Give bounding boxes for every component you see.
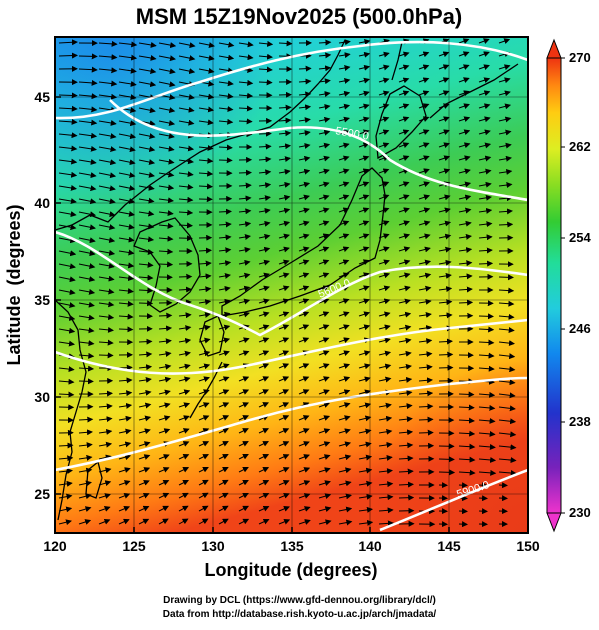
colorbar-tick-labels: 270 262 254 246 238 230 xyxy=(569,50,591,520)
colorbar-body xyxy=(547,58,561,513)
y-tick-label: 25 xyxy=(34,486,50,502)
colorbar-tick-label: 230 xyxy=(569,505,591,520)
y-tick-label: 30 xyxy=(34,389,50,405)
wind-arrow xyxy=(479,498,487,499)
colorbar-tick-label: 262 xyxy=(569,139,591,154)
plot-area: 5500.0 5600.0 5900.0 xyxy=(55,37,528,533)
wind-arrow xyxy=(119,329,132,330)
x-axis-label: Longitude (degrees) xyxy=(204,560,377,580)
wind-arrow xyxy=(139,341,152,342)
wind-arrow xyxy=(199,250,211,251)
wind-arrow xyxy=(59,95,77,96)
y-tick-labels: 25 30 35 40 45 xyxy=(34,89,50,502)
wind-arrow xyxy=(79,381,93,382)
wind-arrow xyxy=(459,302,472,303)
wind-arrow xyxy=(239,173,251,174)
x-tick-label: 145 xyxy=(437,538,461,554)
wind-arrow xyxy=(99,355,113,356)
wind-arrow xyxy=(119,367,132,368)
wind-arrow xyxy=(459,407,474,408)
x-tick-label: 140 xyxy=(358,538,382,554)
wind-arrow xyxy=(299,68,311,69)
wind-arrow xyxy=(99,393,112,394)
credit-drawing: Drawing by DCL (https://www.gfd-dennou.o… xyxy=(0,595,599,606)
wind-arrow xyxy=(499,485,507,486)
wind-arrow xyxy=(399,484,413,485)
wind-arrow xyxy=(239,121,252,122)
wind-arrow xyxy=(259,82,272,83)
map-title: MSM 15Z19Nov2025 (500.0hPa) xyxy=(136,4,463,29)
wind-arrow xyxy=(79,56,97,57)
wind-arrow xyxy=(159,264,172,265)
wind-arrow xyxy=(159,315,171,316)
colorbar-bottom-triangle xyxy=(547,513,561,531)
colorbar: 270 262 254 246 238 230 xyxy=(547,40,591,531)
wind-arrow xyxy=(419,433,433,434)
colorbar-ticks xyxy=(561,58,565,513)
wind-arrow xyxy=(259,134,271,135)
wind-arrow xyxy=(399,498,413,499)
wind-arrow xyxy=(439,459,454,460)
x-tick-labels: 120 125 130 135 140 145 150 xyxy=(43,538,540,554)
wind-arrow xyxy=(499,277,513,278)
y-axis-label: Latitude (degrees) xyxy=(4,204,24,365)
wind-arrow xyxy=(79,419,92,420)
x-tick-label: 130 xyxy=(201,538,225,554)
y-tick-label: 40 xyxy=(34,195,50,211)
colorbar-tick-label: 246 xyxy=(569,321,591,336)
x-tick-label: 125 xyxy=(122,538,146,554)
wind-arrow xyxy=(479,329,493,330)
wind-arrow xyxy=(499,224,512,225)
wind-arrow xyxy=(479,263,492,264)
wind-arrow xyxy=(179,277,191,278)
wind-arrow xyxy=(179,289,191,290)
x-tick-label: 120 xyxy=(43,538,67,554)
colorbar-tick-label: 270 xyxy=(569,50,591,65)
wind-arrow xyxy=(279,107,291,108)
wind-arrow xyxy=(419,419,433,420)
x-tick-label: 150 xyxy=(516,538,540,554)
y-tick-label: 35 xyxy=(34,292,50,308)
wind-arrow xyxy=(479,316,493,317)
wind-arrow xyxy=(459,394,474,395)
wind-arrow xyxy=(59,55,77,56)
wind-arrow xyxy=(439,354,452,355)
wind-arrow xyxy=(199,186,212,187)
wind-arrow xyxy=(439,472,454,473)
colorbar-tick-label: 238 xyxy=(569,414,591,429)
wind-arrow xyxy=(279,43,292,44)
wind-arrow xyxy=(219,211,231,212)
x-tick-label: 135 xyxy=(280,538,304,554)
colorbar-top-triangle xyxy=(547,40,561,58)
wind-arrow xyxy=(219,160,232,161)
credit-data: Data from http://database.rish.kyoto-u.a… xyxy=(0,609,599,620)
wind-arrow xyxy=(439,368,453,369)
wind-arrow xyxy=(259,146,271,147)
y-tick-label: 45 xyxy=(34,89,50,105)
colorbar-tick-label: 254 xyxy=(569,230,591,245)
